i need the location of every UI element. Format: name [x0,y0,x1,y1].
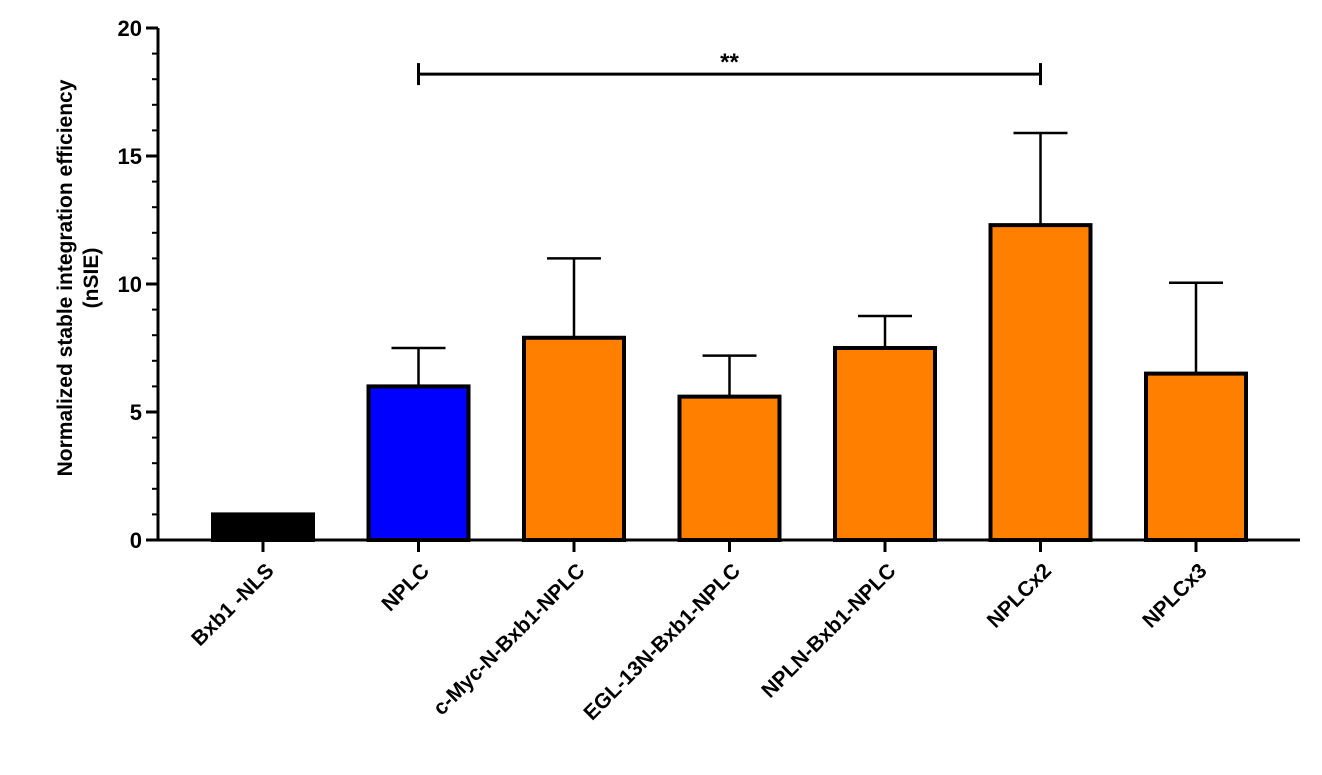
y-axis-title: Normalized stable integration efficiency… [54,79,103,476]
y-tick-label-4: 20 [118,16,142,41]
bar-6 [1144,371,1248,542]
bar-2 [522,335,626,543]
y-axis-title-line-1: Normalized stable integration efficiency [54,79,77,476]
x-tick-label-3: EGL-13N-Bxb1-NPLC [579,559,745,725]
bar-4 [833,346,937,542]
bar-0 [211,512,315,543]
bar-3 [677,394,782,543]
y-axis-title-line-2: (nSIE) [80,248,103,309]
y-tick-label-0: 0 [130,528,142,553]
bar-1 [366,384,471,542]
x-tick-label-1: NPLC [377,559,434,616]
y-tick-label-2: 10 [118,272,142,297]
significance-annotation: ** [417,49,1042,86]
x-axis: Bxb1 -NLS NPLCc-Myc-N-Bxb1-NPLCEGL-13N-Bx… [156,538,1300,725]
x-tick-label-6: NPLCx3 [1138,559,1211,632]
y-axis: 0 5 10 15 20 [118,16,160,553]
significance-label: ** [720,49,739,76]
y-tick-label-1: 5 [130,400,142,425]
bar-5 [988,223,1093,542]
y-tick-label-3: 15 [118,144,142,169]
x-tick-label-2: c-Myc-N-Bxb1-NPLC [429,559,590,720]
error-bars-layer [391,131,1223,397]
x-tick-label-5: NPLCx2 [983,559,1056,632]
x-tick-label-4: NPLN-Bxb1-NPLC [757,559,900,702]
x-tick-label-0: Bxb1 -NLS [187,559,278,650]
